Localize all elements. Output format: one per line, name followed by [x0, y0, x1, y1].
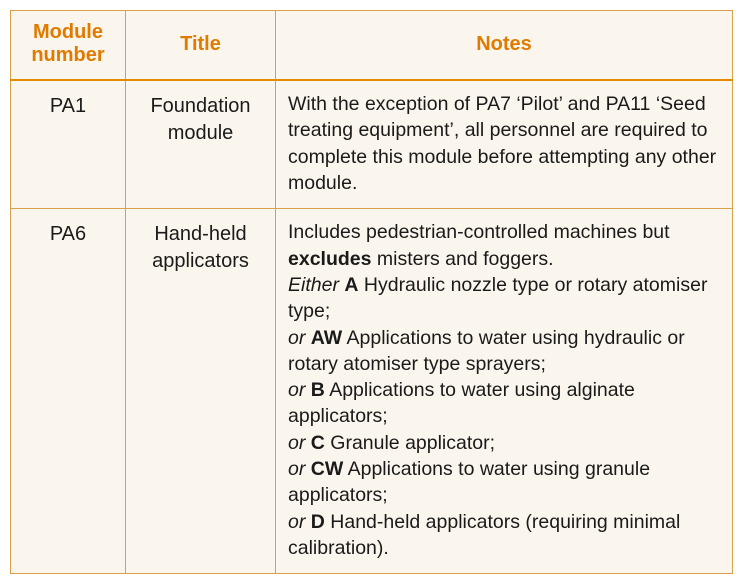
col-header-notes: Notes: [276, 11, 733, 81]
notes-text: Includes pedestrian-controlled machines …: [288, 221, 670, 243]
cell-notes: Includes pedestrian-controlled machines …: [276, 209, 733, 574]
notes-text: A: [344, 274, 358, 296]
notes-text: or: [288, 511, 305, 533]
notes-text: Applications to water using hydraulic or…: [288, 327, 685, 375]
cell-module: PA1: [11, 80, 126, 209]
notes-text: or: [288, 379, 305, 401]
notes-text: C: [311, 432, 325, 454]
notes-text: Applications to water using alginate app…: [288, 379, 635, 427]
table-body: PA1Foundation moduleWith the exception o…: [11, 80, 733, 574]
col-header-title: Title: [126, 11, 276, 81]
cell-module: PA6: [11, 209, 126, 574]
notes-text: Hand-held applicators (requiring minimal…: [288, 511, 680, 559]
notes-text: or: [288, 458, 305, 480]
notes-text: or: [288, 327, 305, 349]
notes-text: Either: [288, 274, 339, 296]
table-row: PA6Hand-held applicators Includes pedestr…: [11, 209, 733, 574]
notes-text: or: [288, 432, 305, 454]
notes-text: Granule applicator;: [325, 432, 495, 454]
notes-text: Applications to water using granule appl…: [288, 458, 650, 506]
col-header-module: Module number: [11, 11, 126, 81]
table-row: PA1Foundation moduleWith the exception o…: [11, 80, 733, 209]
cell-title: Foundation module: [126, 80, 276, 209]
notes-text: B: [311, 379, 325, 401]
notes-text: misters and foggers.: [371, 248, 553, 270]
notes-text: excludes: [288, 248, 371, 270]
cell-notes: With the exception of PA7 ‘Pilot’ and PA…: [276, 80, 733, 209]
notes-text: AW: [311, 327, 342, 349]
notes-text: With the exception of PA7 ‘Pilot’ and PA…: [288, 93, 716, 194]
notes-text: CW: [311, 458, 344, 480]
notes-text: D: [311, 511, 325, 533]
cell-title: Hand-held applicators: [126, 209, 276, 574]
modules-table: Module number Title Notes PA1Foundation …: [10, 10, 733, 574]
table-header-row: Module number Title Notes: [11, 11, 733, 81]
